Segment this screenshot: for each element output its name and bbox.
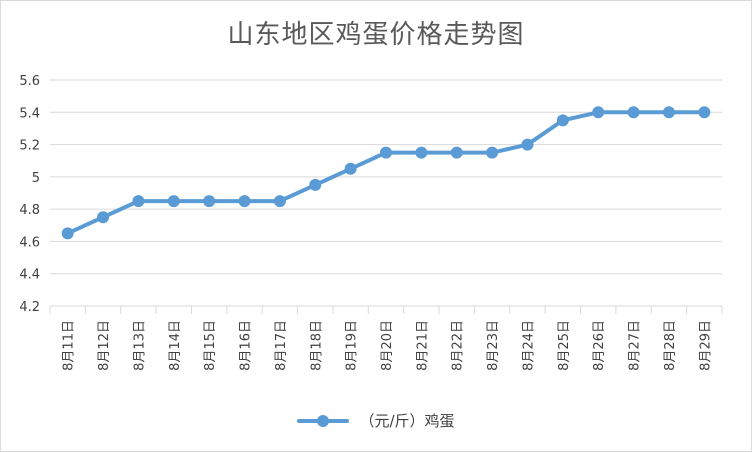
data-point [486,146,499,159]
data-point [521,138,534,151]
x-tick-label: 8月12日 [97,320,112,371]
x-tick-label: 8月20日 [380,320,395,371]
data-point [415,146,428,159]
x-tick-label: 8月13日 [132,320,147,371]
data-point [380,146,392,159]
x-tick-label: 8月19日 [345,320,360,371]
data-point [627,106,640,119]
data-point [167,195,180,208]
y-tick-label: 5.4 [19,106,40,121]
data-point [61,227,74,240]
chart-title: 山东地区鸡蛋价格走势图 [227,20,525,50]
y-tick-label: 5.6 [19,74,40,89]
x-tick-label: 8月14日 [168,320,183,371]
x-tick-label: 8月21日 [415,320,430,371]
data-point [273,195,286,208]
legend-marker [297,414,350,428]
x-tick-label: 8月25日 [557,320,572,371]
data-point [97,211,110,224]
data-point [662,106,675,119]
data-point [238,195,251,208]
x-tick-label: 8月28日 [663,320,678,371]
x-tick-label: 8月22日 [451,320,466,371]
x-tick-label: 8月27日 [628,320,643,371]
series-line [65,110,707,236]
x-tick-label: 8月24日 [521,320,536,371]
data-point [344,162,357,175]
y-tick-label: 4.4 [19,268,40,283]
y-tick-label: 5.2 [19,139,40,154]
x-tick-label: 8月29日 [698,320,713,371]
data-point [203,195,216,208]
legend-label: （元/斤）鸡蛋 [359,412,455,430]
data-point [450,146,463,159]
x-tick-label: 8月23日 [486,320,501,371]
y-tick-label: 5 [32,171,40,186]
data-point [132,195,145,208]
x-tick-label: 8月18日 [309,320,324,371]
y-tick-label: 4.2 [19,300,40,315]
y-tick-label: 4.6 [19,235,40,250]
x-tick-label: 8月15日 [203,320,218,371]
data-point [698,106,711,119]
x-tick-label: 8月16日 [239,320,254,371]
data-point [309,178,322,191]
y-tick-label: 4.8 [19,203,40,218]
data-point [556,114,569,127]
x-tick-label: 8月11日 [62,320,77,371]
x-tick-label: 8月26日 [592,320,607,371]
x-tick-label: 8月17日 [274,320,289,371]
data-point [592,106,605,119]
legend: （元/斤）鸡蛋 [0,410,752,431]
